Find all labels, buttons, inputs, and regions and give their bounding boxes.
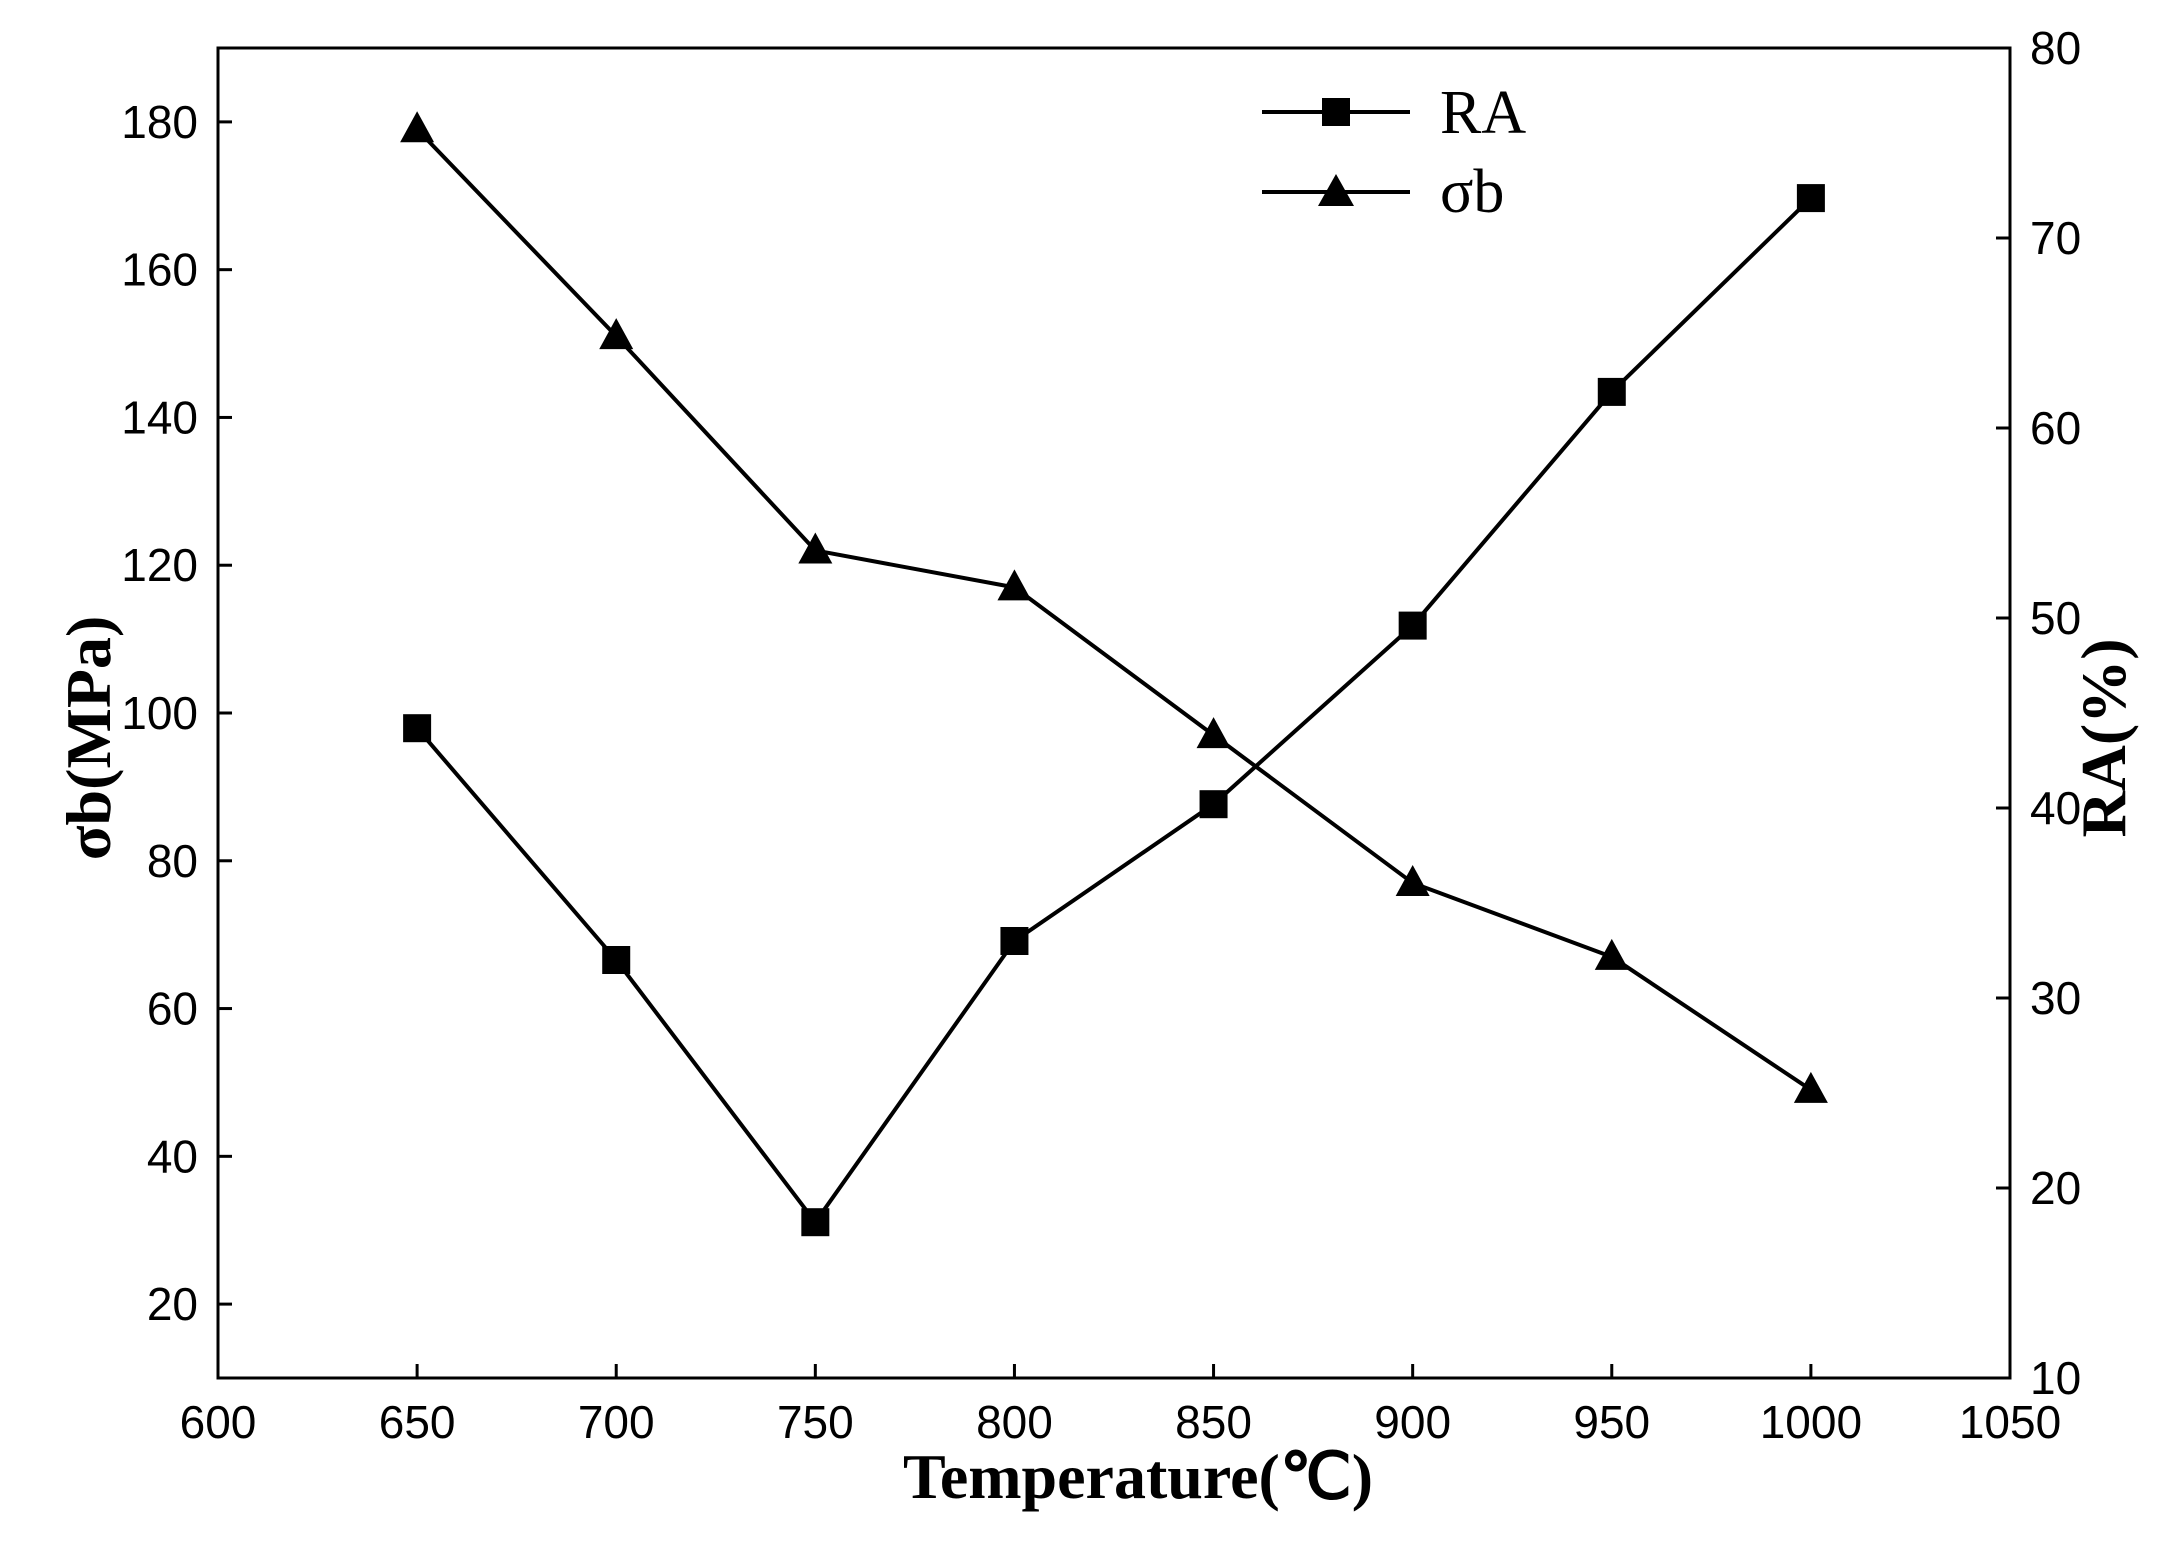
series-layer (400, 111, 1828, 1237)
left-y-tick-label: 120 (121, 539, 198, 591)
x-tick-label: 800 (976, 1396, 1053, 1448)
right-y-tick-label: 20 (2030, 1162, 2081, 1214)
left-y-tick-label: 80 (147, 835, 198, 887)
right-y-tick-label: 60 (2030, 402, 2081, 454)
x-tick-label: 1050 (1959, 1396, 2061, 1448)
right-y-tick-label: 70 (2030, 212, 2081, 264)
left-y-tick-label: 180 (121, 96, 198, 148)
left-y-tick-label: 100 (121, 687, 198, 739)
ra-data-point (403, 714, 432, 743)
x-axis-title: Temperature(℃) (903, 1441, 1373, 1512)
right-y-axis-title: RA(%) (2068, 638, 2139, 837)
right-y-axis-ticks: 10 20 30 40 50 60 70 80 (1996, 22, 2081, 1404)
left-y-axis-title: σb(MPa) (53, 616, 124, 861)
left-y-tick-label: 160 (121, 244, 198, 296)
ra-data-point (1199, 790, 1228, 819)
series-line (415, 196, 1813, 1225)
ra-data-point (1000, 927, 1029, 955)
right-y-tick-label: 40 (2030, 782, 2081, 834)
x-tick-label: 600 (180, 1396, 257, 1448)
x-tick-label: 900 (1374, 1396, 1451, 1448)
x-tick-label: 950 (1573, 1396, 1650, 1448)
series-sigma-b (400, 111, 1828, 1103)
sigma-b-data-point (1793, 1071, 1828, 1103)
sigma-b-data-point (599, 318, 634, 350)
legend-sigma-triangle-marker (1318, 174, 1354, 206)
series-line (415, 127, 1812, 1092)
sigma-b-data-point (1196, 717, 1231, 749)
legend: RA σb (1262, 79, 1526, 226)
left-y-axis-ticks: 20 40 60 80 100 120 140 160 180 (121, 96, 232, 1330)
x-tick-label: 1000 (1760, 1396, 1862, 1448)
ra-data-point (1796, 184, 1825, 213)
right-y-tick-label: 80 (2030, 22, 2081, 74)
x-tick-label: 750 (777, 1396, 854, 1448)
right-y-tick-label: 10 (2030, 1352, 2081, 1404)
left-y-tick-label: 20 (147, 1278, 198, 1330)
x-tick-label: 700 (578, 1396, 655, 1448)
legend-ra-square-marker (1322, 98, 1350, 126)
right-y-tick-label: 50 (2030, 592, 2081, 644)
x-tick-label: 650 (379, 1396, 456, 1448)
legend-ra-label: RA (1440, 79, 1526, 147)
sigma-b-data-point (997, 569, 1032, 601)
sigma-b-data-point (1594, 938, 1629, 970)
left-y-tick-label: 140 (121, 391, 198, 443)
sigma-b-data-point (1395, 864, 1430, 896)
x-tick-label: 850 (1175, 1396, 1252, 1448)
legend-sigma-label: σb (1440, 158, 1504, 226)
ra-data-point (1597, 377, 1626, 406)
series-ra (403, 184, 1825, 1237)
right-y-tick-label: 30 (2030, 972, 2081, 1024)
sigma-b-data-point (400, 111, 435, 143)
ra-data-point (602, 946, 631, 974)
sigma-b-data-point (798, 532, 833, 564)
left-y-tick-label: 40 (147, 1130, 198, 1182)
x-axis-ticks: 600 650 700 750 800 850 900 950 1000 1050 (180, 1364, 2061, 1448)
left-y-tick-label: 60 (147, 983, 198, 1035)
ra-data-point (801, 1208, 830, 1237)
ra-data-point (1398, 611, 1427, 640)
